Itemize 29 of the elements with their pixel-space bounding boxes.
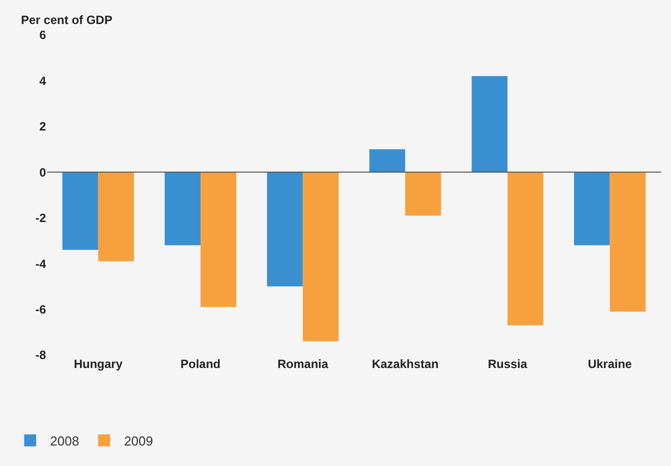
bar [472,76,508,172]
x-tick-label: Romania [277,357,328,371]
y-tick-label: 6 [39,28,46,42]
bar [369,149,406,172]
y-tick-label: 0 [39,165,46,180]
bar [405,172,441,216]
x-tick-label: Hungary [74,357,123,371]
y-tick-label: -8 [35,348,46,362]
bar [574,172,610,246]
bar [302,172,339,342]
bar [164,172,200,246]
bar [200,172,236,307]
bar [98,172,134,262]
y-axis-title: Per cent of GDP [21,13,112,27]
y-tick-label: 2 [39,120,46,134]
legend-label: 2009 [124,433,154,448]
x-tick-label: Ukraine [588,357,632,371]
x-tick-label: Russia [488,357,528,371]
y-tick-label: 4 [39,74,46,88]
bar [610,172,646,312]
bar [267,172,303,286]
x-tick-label: Kazakhstan [372,357,439,371]
bar [508,172,544,326]
y-tick-label: -4 [35,256,46,271]
bar [62,172,98,250]
x-tick-label: Poland [180,357,221,371]
y-tick-label: -2 [35,211,46,226]
legend-label: 2008 [50,433,80,448]
y-tick-label: -6 [35,302,46,316]
